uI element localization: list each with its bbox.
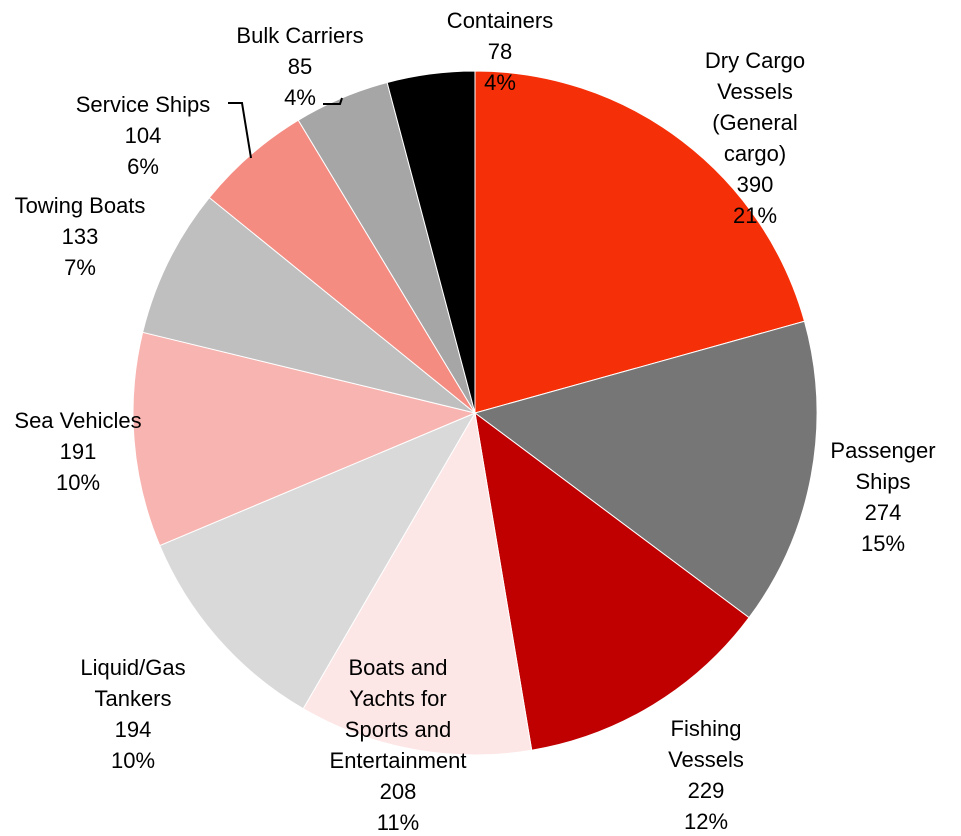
pie-slice: [474, 411, 750, 751]
pie-slice: [159, 411, 477, 710]
slice-label: Liquid/Gas Tankers 194 10%: [73, 652, 193, 776]
value-label: 229: [687, 778, 725, 803]
percent-label: 11%: [376, 810, 420, 835]
category-name: Liquid/Gas Tankers: [80, 655, 186, 711]
category-name: Bulk Carriers: [236, 23, 364, 48]
value-label: 390: [736, 172, 774, 197]
pie-slice: [132, 331, 477, 547]
slice-label: Sea Vehicles 191 10%: [14, 405, 141, 498]
slice-label: Bulk Carriers 85 4%: [236, 20, 363, 113]
slice-label: Boats and Yachts for Sports and Entertai…: [323, 652, 473, 836]
value-label: 191: [59, 439, 97, 464]
percent-label: 4%: [484, 70, 516, 95]
slice-label: Dry Cargo Vessels (General cargo) 390 21%: [690, 45, 820, 231]
value-label: 208: [379, 779, 417, 804]
value-label: 78: [487, 39, 513, 64]
percent-label: 15%: [860, 531, 906, 556]
value-label: 194: [114, 717, 152, 742]
slice-label: Service Ships 104 6%: [76, 89, 211, 182]
pie-slice: [473, 320, 818, 619]
slice-label: Fishing Vessels 229 12%: [656, 713, 756, 836]
value-label: 85: [287, 54, 313, 79]
slice-label: Containers 78 4%: [447, 5, 553, 98]
value-label: 274: [864, 500, 902, 525]
category-name: Service Ships: [75, 92, 211, 117]
category-name: Containers: [446, 8, 554, 33]
pie-slice: [474, 70, 806, 414]
percent-label: 12%: [683, 809, 729, 834]
category-name: Passenger Ships: [830, 438, 936, 494]
category-name: Boats and Yachts for Sports and Entertai…: [329, 655, 467, 773]
pie-slice: [386, 70, 476, 414]
category-name: Fishing Vessels: [668, 716, 744, 772]
pie-slice: [142, 196, 476, 414]
leader-line: [323, 97, 343, 105]
category-name: Dry Cargo Vessels (General cargo): [704, 48, 806, 166]
slice-label: Passenger Ships 274 15%: [823, 435, 943, 559]
slice-label: Towing Boats 133 7%: [15, 190, 146, 283]
percent-label: 6%: [127, 154, 159, 179]
category-name: Sea Vehicles: [14, 408, 142, 433]
percent-label: 10%: [110, 748, 156, 773]
value-label: 104: [124, 123, 162, 148]
percent-label: 7%: [64, 255, 96, 280]
category-name: Towing Boats: [14, 193, 146, 218]
value-label: 133: [61, 224, 99, 249]
pie-slice: [302, 411, 533, 756]
percent-label: 4%: [284, 85, 316, 110]
leader-line: [228, 102, 252, 159]
percent-label: 10%: [55, 470, 101, 495]
percent-label: 21%: [732, 203, 778, 228]
